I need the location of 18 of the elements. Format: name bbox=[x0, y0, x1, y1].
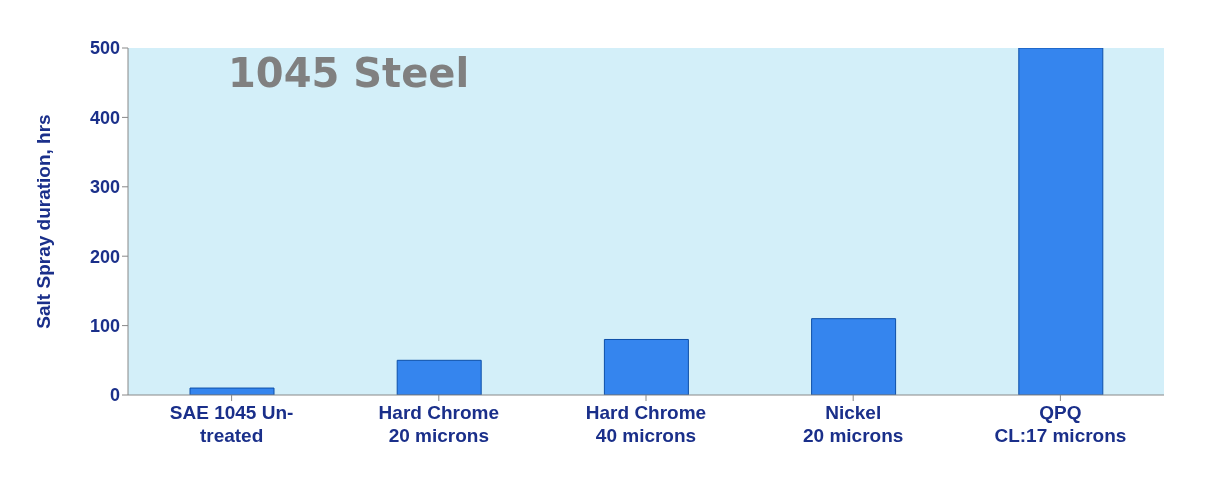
bar bbox=[811, 318, 897, 395]
bar bbox=[396, 359, 482, 395]
bar bbox=[189, 387, 275, 395]
chart-title: 1045 Steel bbox=[228, 50, 470, 96]
y-tick-label: 0 bbox=[109, 385, 120, 406]
x-tick-label: SAE 1045 Un- treated bbox=[169, 402, 294, 446]
y-tick-label: 400 bbox=[89, 107, 120, 128]
x-tick-label: QPQ CL:17 microns bbox=[994, 402, 1127, 446]
x-tick-label: Nickel 20 microns bbox=[803, 402, 904, 446]
y-tick-label: 100 bbox=[89, 315, 120, 336]
bar bbox=[603, 338, 689, 395]
x-tick-label: Hard Chrome 40 microns bbox=[585, 402, 707, 446]
y-tick-label: 200 bbox=[89, 246, 120, 267]
x-tick-label: Hard Chrome 20 microns bbox=[378, 402, 499, 446]
y-axis-title: Salt Spray duration, hrs bbox=[32, 114, 54, 329]
y-tick-label: 500 bbox=[89, 38, 120, 59]
bar bbox=[1018, 48, 1104, 395]
y-tick-label: 300 bbox=[89, 177, 120, 198]
